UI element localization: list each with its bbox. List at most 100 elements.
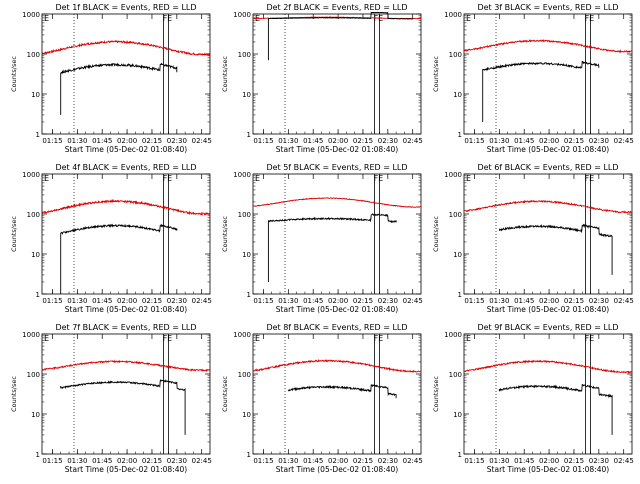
panel-title: Det 5f BLACK = Events, RED = LLD	[266, 163, 407, 172]
marker-label-fe: FE	[374, 174, 384, 183]
x-tick-label: 02:15	[142, 137, 162, 145]
x-tick-label: 01:45	[514, 137, 534, 145]
x-tick-label: 01:30	[489, 137, 509, 145]
y-tick-label: 1000	[444, 11, 462, 19]
y-tick-label: 1	[247, 291, 251, 299]
y-tick-label: 10	[453, 251, 462, 259]
y-tick-label: 10	[31, 91, 40, 99]
y-tick-label: 10	[31, 411, 40, 419]
y-tick-label: 1000	[233, 171, 251, 179]
marker-label-e: E	[466, 174, 471, 183]
y-tick-label: 100	[449, 51, 462, 59]
panel-7: Det 7f BLACK = Events, RED = LLD 1 10 100 10…	[10, 323, 212, 474]
y-tick-label: 1000	[444, 171, 462, 179]
x-tick-label: 01:30	[278, 297, 298, 305]
x-tick-label: 02:00	[539, 137, 559, 145]
series-line-lld	[42, 39, 211, 57]
x-tick-label: 02:00	[328, 137, 348, 145]
x-tick-label: 02:15	[142, 297, 162, 305]
y-tick-label: 1000	[444, 331, 462, 339]
x-tick-label: 01:30	[278, 137, 298, 145]
x-tick-label: 02:30	[589, 297, 609, 305]
marker-label-fe: FE	[374, 334, 384, 343]
y-tick-label: 100	[238, 211, 251, 219]
series-line-events	[267, 11, 414, 61]
x-tick-label: 02:30	[589, 457, 609, 465]
x-tick-label: 01:45	[303, 457, 323, 465]
plot-frame	[252, 173, 422, 295]
x-tick-label: 02:00	[539, 297, 559, 305]
x-tick-label: 01:15	[253, 457, 273, 465]
x-tick-label: 02:00	[117, 137, 137, 145]
x-axis-label: Start Time (05-Dec-02 01:08:40)	[276, 305, 398, 314]
x-axis-label: Start Time (05-Dec-02 01:08:40)	[487, 145, 609, 154]
x-tick-label: 02:15	[353, 457, 373, 465]
plot-frame	[41, 13, 211, 135]
marker-label-e: E	[44, 14, 49, 23]
y-tick-label: 1000	[22, 331, 40, 339]
marker-label-e: E	[466, 334, 471, 343]
y-axis-label: Counts/sec	[10, 216, 18, 252]
x-axis-label: Start Time (05-Dec-02 01:08:40)	[276, 465, 398, 474]
series-line-lld	[253, 359, 422, 373]
x-tick-label: 02:00	[117, 457, 137, 465]
y-axis-label: Counts/sec	[10, 376, 18, 412]
marker-label-e: E	[255, 334, 260, 343]
series-line-lld	[464, 199, 632, 214]
y-axis-label: Counts/sec	[432, 56, 440, 92]
plot-frame	[41, 173, 211, 295]
x-tick-label: 01:15	[253, 297, 273, 305]
y-tick-label: 100	[238, 371, 251, 379]
x-tick-label: 02:00	[328, 297, 348, 305]
x-tick-label: 01:45	[92, 137, 112, 145]
series-line-events	[60, 62, 178, 115]
x-tick-label: 02:15	[353, 297, 373, 305]
y-tick-label: 100	[27, 211, 40, 219]
y-tick-label: 100	[27, 51, 40, 59]
x-tick-label: 01:15	[42, 457, 62, 465]
x-tick-label: 01:45	[303, 137, 323, 145]
x-tick-label: 02:15	[564, 457, 584, 465]
y-tick-label: 1000	[233, 331, 251, 339]
x-tick-label: 02:30	[167, 137, 187, 145]
x-tick-label: 02:15	[142, 457, 162, 465]
series-line-events	[60, 223, 178, 294]
x-tick-label: 01:45	[303, 297, 323, 305]
panel-title: Det 8f BLACK = Events, RED = LLD	[266, 323, 407, 332]
x-tick-label: 02:45	[614, 297, 634, 305]
x-tick-label: 01:45	[92, 297, 112, 305]
plot-frame	[41, 333, 211, 455]
y-tick-label: 100	[449, 211, 462, 219]
x-tick-label: 01:45	[92, 457, 112, 465]
series-line-events	[498, 223, 613, 275]
y-tick-label: 1	[458, 131, 462, 139]
marker-label-e: E	[44, 334, 49, 343]
y-tick-label: 1000	[22, 11, 40, 19]
y-tick-label: 1	[458, 291, 462, 299]
x-tick-label: 01:30	[67, 297, 87, 305]
x-tick-label: 02:30	[378, 137, 398, 145]
x-tick-label: 01:15	[253, 137, 273, 145]
x-axis-label: Start Time (05-Dec-02 01:08:40)	[276, 145, 398, 154]
x-tick-label: 01:30	[278, 457, 298, 465]
x-tick-label: 01:45	[514, 457, 534, 465]
y-tick-label: 10	[242, 251, 251, 259]
x-tick-label: 02:45	[403, 297, 423, 305]
series-line-lld	[253, 197, 422, 208]
y-axis-label: Counts/sec	[221, 376, 229, 412]
marker-label-fe: FE	[585, 174, 595, 183]
panel-5: Det 5f BLACK = Events, RED = LLD 1 10 100 10…	[221, 163, 423, 314]
marker-label-e: E	[44, 174, 49, 183]
y-tick-label: 10	[242, 91, 251, 99]
y-tick-label: 100	[449, 371, 462, 379]
panel-title: Det 4f BLACK = Events, RED = LLD	[55, 163, 196, 172]
x-axis-label: Start Time (05-Dec-02 01:08:40)	[65, 465, 187, 474]
x-tick-label: 02:45	[403, 137, 423, 145]
x-tick-label: 02:30	[589, 137, 609, 145]
panel-1: Det 1f BLACK = Events, RED = LLD 1 10 100 10…	[10, 3, 212, 154]
y-tick-label: 1	[247, 451, 251, 459]
marker-label-fe: FE	[163, 334, 173, 343]
marker-label-fe: FE	[163, 14, 173, 23]
series-line-lld	[464, 359, 633, 374]
